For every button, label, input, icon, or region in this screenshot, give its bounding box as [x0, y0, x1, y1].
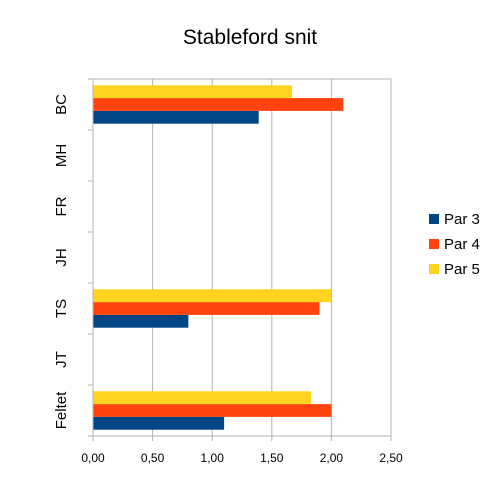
category-label: FR: [53, 196, 70, 216]
legend-label: Par 4: [444, 236, 480, 253]
legend: Par 3 Par 4 Par 5: [429, 211, 480, 278]
x-tick-label: 2,00: [320, 451, 344, 465]
category-label: MH: [53, 144, 70, 167]
category-label: BC: [53, 94, 70, 115]
bar-par-4-ts: [93, 302, 320, 315]
bar-par-5-bc: [93, 85, 293, 99]
bar-par-5-feltet: [93, 391, 312, 405]
bars: [93, 85, 344, 430]
legend-swatch: [429, 239, 439, 249]
chart-title: Stableford snit: [183, 26, 317, 49]
category-label: TS: [53, 299, 70, 318]
x-tick-label: 0,50: [141, 451, 165, 465]
bar-par-4-feltet: [93, 404, 332, 417]
category-label: JT: [53, 351, 70, 368]
bar-par-5-ts: [93, 289, 332, 303]
bar-par-4-bc: [93, 98, 344, 111]
category-labels: BC MH FR JH TS JT Feltet: [53, 94, 70, 429]
category-label: JH: [53, 248, 70, 266]
legend-swatch: [429, 214, 439, 224]
x-tick-label: 2,50: [379, 451, 403, 465]
category-label: Feltet: [53, 391, 70, 429]
legend-label: Par 3: [444, 211, 480, 228]
x-tick-label: 1,50: [260, 451, 284, 465]
bar-par-3-ts: [93, 314, 189, 328]
x-tick-label: 1,00: [201, 451, 225, 465]
legend-swatch: [429, 264, 439, 274]
bar-par-3-feltet: [93, 416, 225, 430]
x-tick-label: 0,00: [81, 451, 105, 465]
legend-label: Par 5: [444, 261, 480, 278]
bar-par-3-bc: [93, 110, 259, 124]
axes: [88, 78, 392, 441]
gridlines: [92, 79, 392, 436]
x-tick-labels: 0,00 0,50 1,00 1,50 2,00 2,50: [81, 451, 403, 465]
